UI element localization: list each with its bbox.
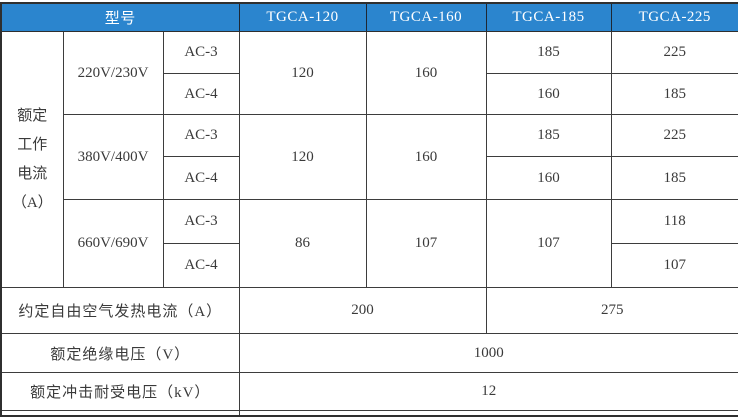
table-row: 660V/690V AC-3 86 107 107 118 [1, 199, 738, 288]
table-row: 额定绝缘电压（V） 1000 [0, 333, 738, 373]
model-header-tgca-120: TGCA-120 [238, 2, 367, 32]
partial-row-value-cell [238, 410, 738, 416]
cell-220v-ac3-tgca185: 185 [485, 31, 612, 74]
partial-row-label-cell [0, 410, 240, 416]
model-header-tgca-225: TGCA-225 [610, 2, 738, 32]
table-row: 380V/400V AC-3 120 160 185 225 [1, 114, 738, 200]
cell-660v-ac4-tgca225: 107 [610, 243, 738, 288]
cell-660v-tgca160: 107 [365, 199, 487, 288]
cell-380v-ac3-tgca185: 185 [485, 114, 612, 157]
impulse-voltage-label: 额定冲击耐受电压（kV） [0, 372, 240, 411]
cell-380v-ac3-tgca225: 225 [610, 114, 738, 157]
model-header-tgca-185: TGCA-185 [485, 2, 612, 32]
voltage-label-380v: 380V/400V [62, 114, 164, 200]
cell-220v-ac4-tgca185: 160 [485, 73, 612, 115]
ac-class-label-ac3: AC-3 [162, 114, 240, 157]
table-row: AC-4 107 [1, 243, 738, 288]
cell-220v-ac4-tgca225: 185 [610, 73, 738, 115]
ac-class-label-ac3: AC-3 [162, 31, 240, 74]
cell-660v-tgca120: 86 [238, 199, 367, 288]
model-column-header: 型号 [0, 2, 240, 32]
cell-660v-tgca185: 107 [485, 199, 612, 288]
voltage-label-660v: 660V/690V [62, 199, 164, 288]
cell-220v-tgca120: 120 [238, 31, 367, 115]
cell-220v-ac3-tgca225: 225 [610, 31, 738, 74]
table-row-partial [0, 410, 738, 416]
table-row: 额定 工作 电流 （A） 220V/230V AC-3 120 160 185 … [0, 31, 738, 288]
model-header-tgca-160: TGCA-160 [365, 2, 487, 32]
ac-class-label-ac4: AC-4 [162, 243, 240, 288]
voltage-label-220v: 220V/230V [62, 31, 164, 115]
cell-660v-ac3-tgca225: 118 [610, 199, 738, 244]
cell-380v-ac4-tgca185: 160 [485, 156, 612, 200]
rated-current-label: 额定 工作 电流 （A） [0, 31, 64, 288]
table-header-row: 型号 TGCA-120 TGCA-160 TGCA-185 TGCA-225 [0, 2, 738, 32]
table-row: 额定冲击耐受电压（kV） 12 [0, 372, 738, 411]
ac-class-label-ac3: AC-3 [162, 199, 240, 244]
cell-380v-ac4-tgca225: 185 [610, 156, 738, 200]
table-row: 约定自由空气发热电流（A） 200 275 [0, 287, 738, 334]
cell-220v-tgca160: 160 [365, 31, 487, 115]
cell-impulse-value: 12 [238, 372, 738, 411]
cell-380v-tgca160: 160 [365, 114, 487, 200]
cell-thermal-tgca185-225: 275 [485, 287, 738, 334]
cell-insulation-value: 1000 [238, 333, 738, 373]
ac-class-label-ac4: AC-4 [162, 156, 240, 200]
thermal-current-label: 约定自由空气发热电流（A） [0, 287, 240, 334]
cell-380v-tgca120: 120 [238, 114, 367, 200]
cell-thermal-tgca120-160: 200 [238, 287, 487, 334]
insulation-voltage-label: 额定绝缘电压（V） [0, 333, 240, 373]
ac-class-label-ac4: AC-4 [162, 73, 240, 115]
